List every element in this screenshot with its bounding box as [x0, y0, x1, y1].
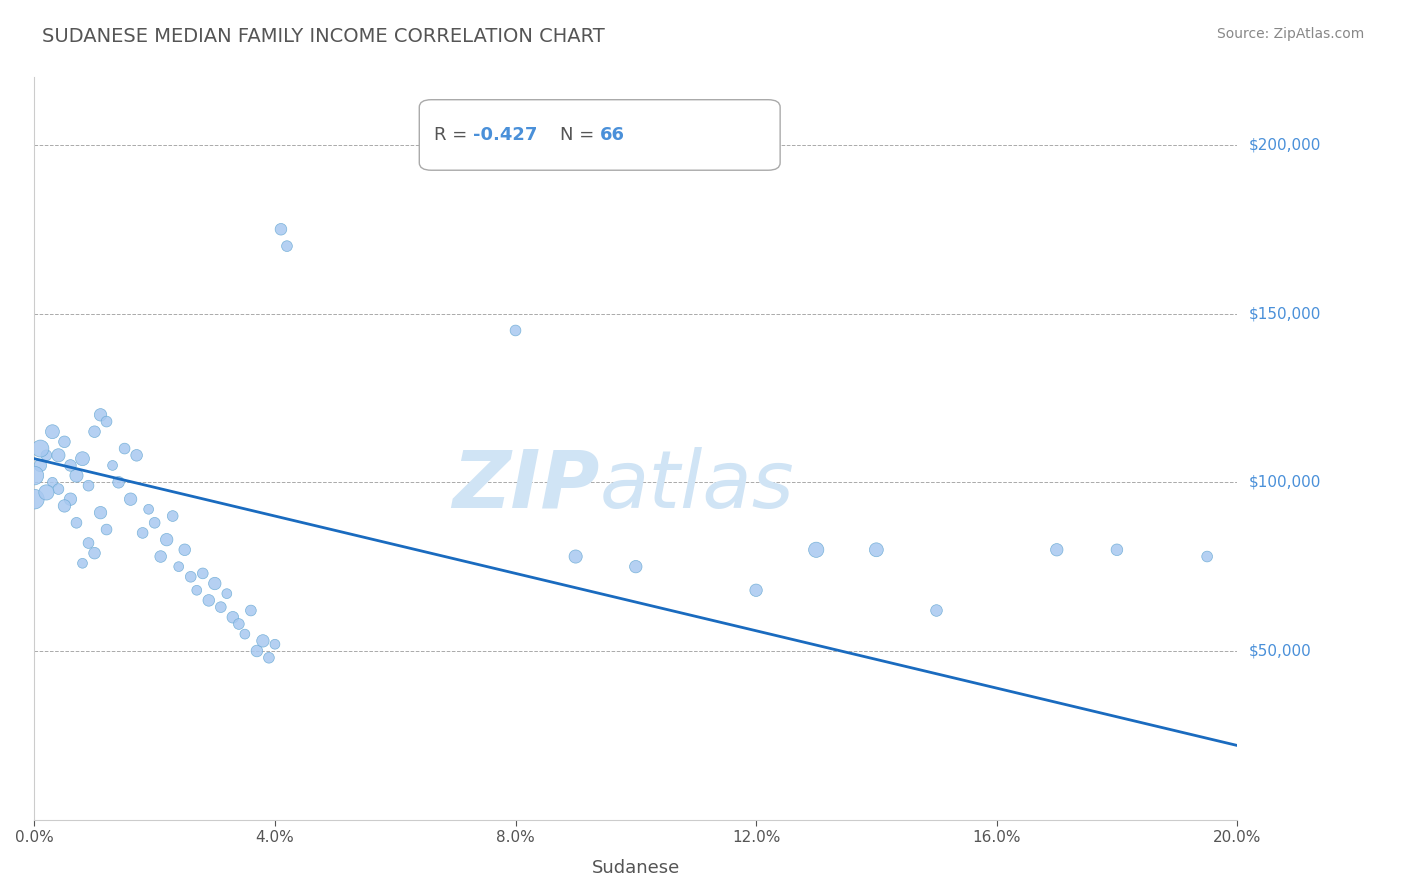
Text: Source: ZipAtlas.com: Source: ZipAtlas.com [1216, 27, 1364, 41]
Point [228, 617, 250, 632]
Point [83, 546, 105, 560]
Point [114, 442, 136, 456]
Point [59, 492, 82, 507]
Text: R =: R = [434, 126, 474, 144]
Point [65, 468, 87, 483]
Point [1105, 542, 1128, 557]
Point [83, 425, 105, 439]
Point [806, 542, 828, 557]
Point [162, 509, 184, 524]
Point [72, 556, 94, 570]
Point [30, 442, 52, 456]
Text: SUDANESE MEDIAN FAMILY INCOME CORRELATION CHART: SUDANESE MEDIAN FAMILY INCOME CORRELATIO… [42, 27, 605, 45]
Point [125, 448, 148, 462]
Point [191, 566, 214, 581]
Point [41, 425, 63, 439]
Point [167, 559, 190, 574]
Point [204, 576, 226, 591]
Point [180, 570, 202, 584]
Point [96, 415, 118, 429]
Point [564, 549, 586, 564]
Point [745, 583, 768, 598]
Text: $50,000: $50,000 [1249, 643, 1310, 658]
FancyBboxPatch shape [419, 100, 780, 170]
Point [35, 448, 58, 462]
Point [925, 603, 948, 617]
Point [138, 502, 160, 516]
Text: $100,000: $100,000 [1249, 475, 1320, 490]
Point [505, 323, 527, 337]
Point [233, 627, 256, 641]
Point [209, 600, 232, 615]
Point [197, 593, 219, 607]
Point [65, 516, 87, 530]
Point [1046, 542, 1069, 557]
Point [53, 499, 76, 513]
Text: -0.427: -0.427 [474, 126, 537, 144]
Point [276, 239, 298, 253]
Point [53, 434, 76, 449]
Text: ZIP: ZIP [453, 447, 600, 524]
Point [865, 542, 887, 557]
Point [107, 475, 129, 490]
Point [72, 451, 94, 466]
Text: $200,000: $200,000 [1249, 137, 1320, 153]
Point [131, 525, 153, 540]
Point [173, 542, 195, 557]
Point [48, 482, 70, 496]
Point [246, 644, 269, 658]
Point [222, 610, 245, 624]
Text: 66: 66 [600, 126, 624, 144]
Point [186, 583, 208, 598]
Point [77, 478, 100, 492]
Point [77, 536, 100, 550]
Text: $150,000: $150,000 [1249, 306, 1320, 321]
Point [624, 559, 647, 574]
Point [48, 448, 70, 462]
Point [96, 523, 118, 537]
Point [30, 458, 52, 473]
Text: atlas: atlas [600, 447, 794, 524]
Point [90, 506, 112, 520]
Point [264, 637, 287, 651]
Point [59, 458, 82, 473]
Point [120, 492, 142, 507]
Point [22, 492, 45, 507]
Point [215, 587, 238, 601]
Text: N =: N = [560, 126, 600, 144]
Point [156, 533, 179, 547]
Point [270, 222, 292, 236]
Point [22, 468, 45, 483]
Point [143, 516, 166, 530]
Point [35, 485, 58, 500]
Point [101, 458, 124, 473]
Point [149, 549, 172, 564]
Point [257, 650, 280, 665]
Point [239, 603, 262, 617]
Point [252, 633, 274, 648]
X-axis label: Sudanese: Sudanese [592, 859, 681, 877]
Point [41, 475, 63, 490]
Point [90, 408, 112, 422]
Point [1197, 549, 1219, 564]
